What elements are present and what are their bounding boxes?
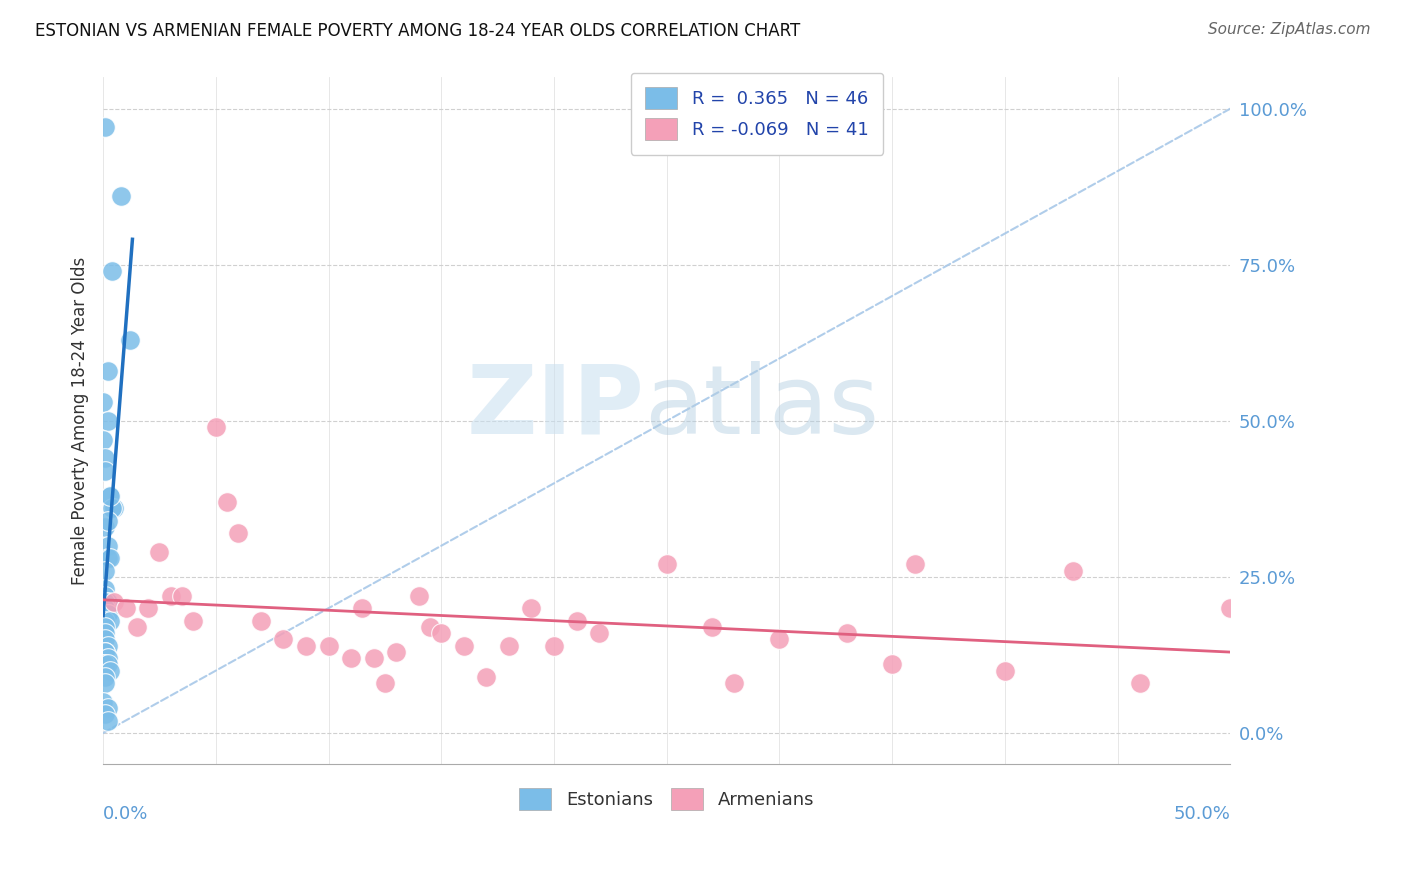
Point <box>94 670 117 684</box>
Point <box>97 364 120 378</box>
Point <box>97 514 120 528</box>
Point <box>385 645 408 659</box>
Point <box>94 464 117 478</box>
Point <box>655 558 678 572</box>
Point <box>97 639 120 653</box>
Point <box>453 639 475 653</box>
Legend: Estonians, Armenians: Estonians, Armenians <box>512 780 821 817</box>
Point <box>94 120 117 135</box>
Point <box>94 676 117 690</box>
Point <box>94 620 117 634</box>
Point <box>94 645 117 659</box>
Point <box>148 545 170 559</box>
Point <box>97 539 120 553</box>
Point <box>181 614 204 628</box>
Point <box>97 701 120 715</box>
Point <box>318 639 340 653</box>
Point <box>94 632 117 647</box>
Point <box>419 620 441 634</box>
Point <box>994 664 1017 678</box>
Y-axis label: Female Poverty Among 18-24 Year Olds: Female Poverty Among 18-24 Year Olds <box>72 257 89 585</box>
Point <box>98 614 121 628</box>
Point <box>170 589 193 603</box>
Point <box>295 639 318 653</box>
Point <box>1129 676 1152 690</box>
Point <box>217 495 239 509</box>
Point <box>94 582 117 597</box>
Point <box>1062 564 1084 578</box>
Point <box>835 626 858 640</box>
Point <box>352 601 374 615</box>
Point <box>430 626 453 640</box>
Point <box>543 639 565 653</box>
Point <box>98 489 121 503</box>
Point <box>98 551 121 566</box>
Point <box>94 601 117 615</box>
Point <box>588 626 610 640</box>
Point <box>723 676 745 690</box>
Point <box>408 589 430 603</box>
Point <box>475 670 498 684</box>
Point <box>97 651 120 665</box>
Point <box>94 595 117 609</box>
Point <box>374 676 396 690</box>
Point <box>159 589 181 603</box>
Text: ZIP: ZIP <box>467 360 644 454</box>
Point <box>120 333 142 347</box>
Point <box>565 614 588 628</box>
Point <box>904 558 927 572</box>
Point <box>101 264 124 278</box>
Point <box>136 601 159 615</box>
Point <box>97 595 120 609</box>
Point <box>340 651 363 665</box>
Point <box>363 651 385 665</box>
Point <box>110 189 132 203</box>
Point <box>98 489 121 503</box>
Point <box>101 501 124 516</box>
Point <box>94 451 117 466</box>
Point <box>103 501 125 516</box>
Point <box>94 626 117 640</box>
Point <box>250 614 273 628</box>
Point <box>94 657 117 672</box>
Point <box>1219 601 1241 615</box>
Text: 0.0%: 0.0% <box>103 805 149 823</box>
Point <box>700 620 723 634</box>
Point <box>97 714 120 728</box>
Point <box>882 657 904 672</box>
Point <box>91 395 114 409</box>
Point <box>97 607 120 622</box>
Text: Source: ZipAtlas.com: Source: ZipAtlas.com <box>1208 22 1371 37</box>
Point <box>97 657 120 672</box>
Point <box>97 607 120 622</box>
Text: ESTONIAN VS ARMENIAN FEMALE POVERTY AMONG 18-24 YEAR OLDS CORRELATION CHART: ESTONIAN VS ARMENIAN FEMALE POVERTY AMON… <box>35 22 800 40</box>
Point <box>114 601 136 615</box>
Point <box>91 433 114 447</box>
Point <box>91 695 114 709</box>
Point <box>94 645 117 659</box>
Point <box>94 614 117 628</box>
Point <box>103 595 125 609</box>
Point <box>98 664 121 678</box>
Point <box>94 520 117 534</box>
Point <box>228 526 250 541</box>
Point <box>768 632 790 647</box>
Point <box>205 420 228 434</box>
Point <box>94 564 117 578</box>
Point <box>498 639 520 653</box>
Point <box>97 551 120 566</box>
Point <box>94 707 117 722</box>
Point <box>273 632 295 647</box>
Point <box>125 620 148 634</box>
Point <box>91 657 114 672</box>
Text: 50.0%: 50.0% <box>1174 805 1230 823</box>
Point <box>97 414 120 428</box>
Point <box>520 601 543 615</box>
Text: atlas: atlas <box>644 360 879 454</box>
Point <box>94 589 117 603</box>
